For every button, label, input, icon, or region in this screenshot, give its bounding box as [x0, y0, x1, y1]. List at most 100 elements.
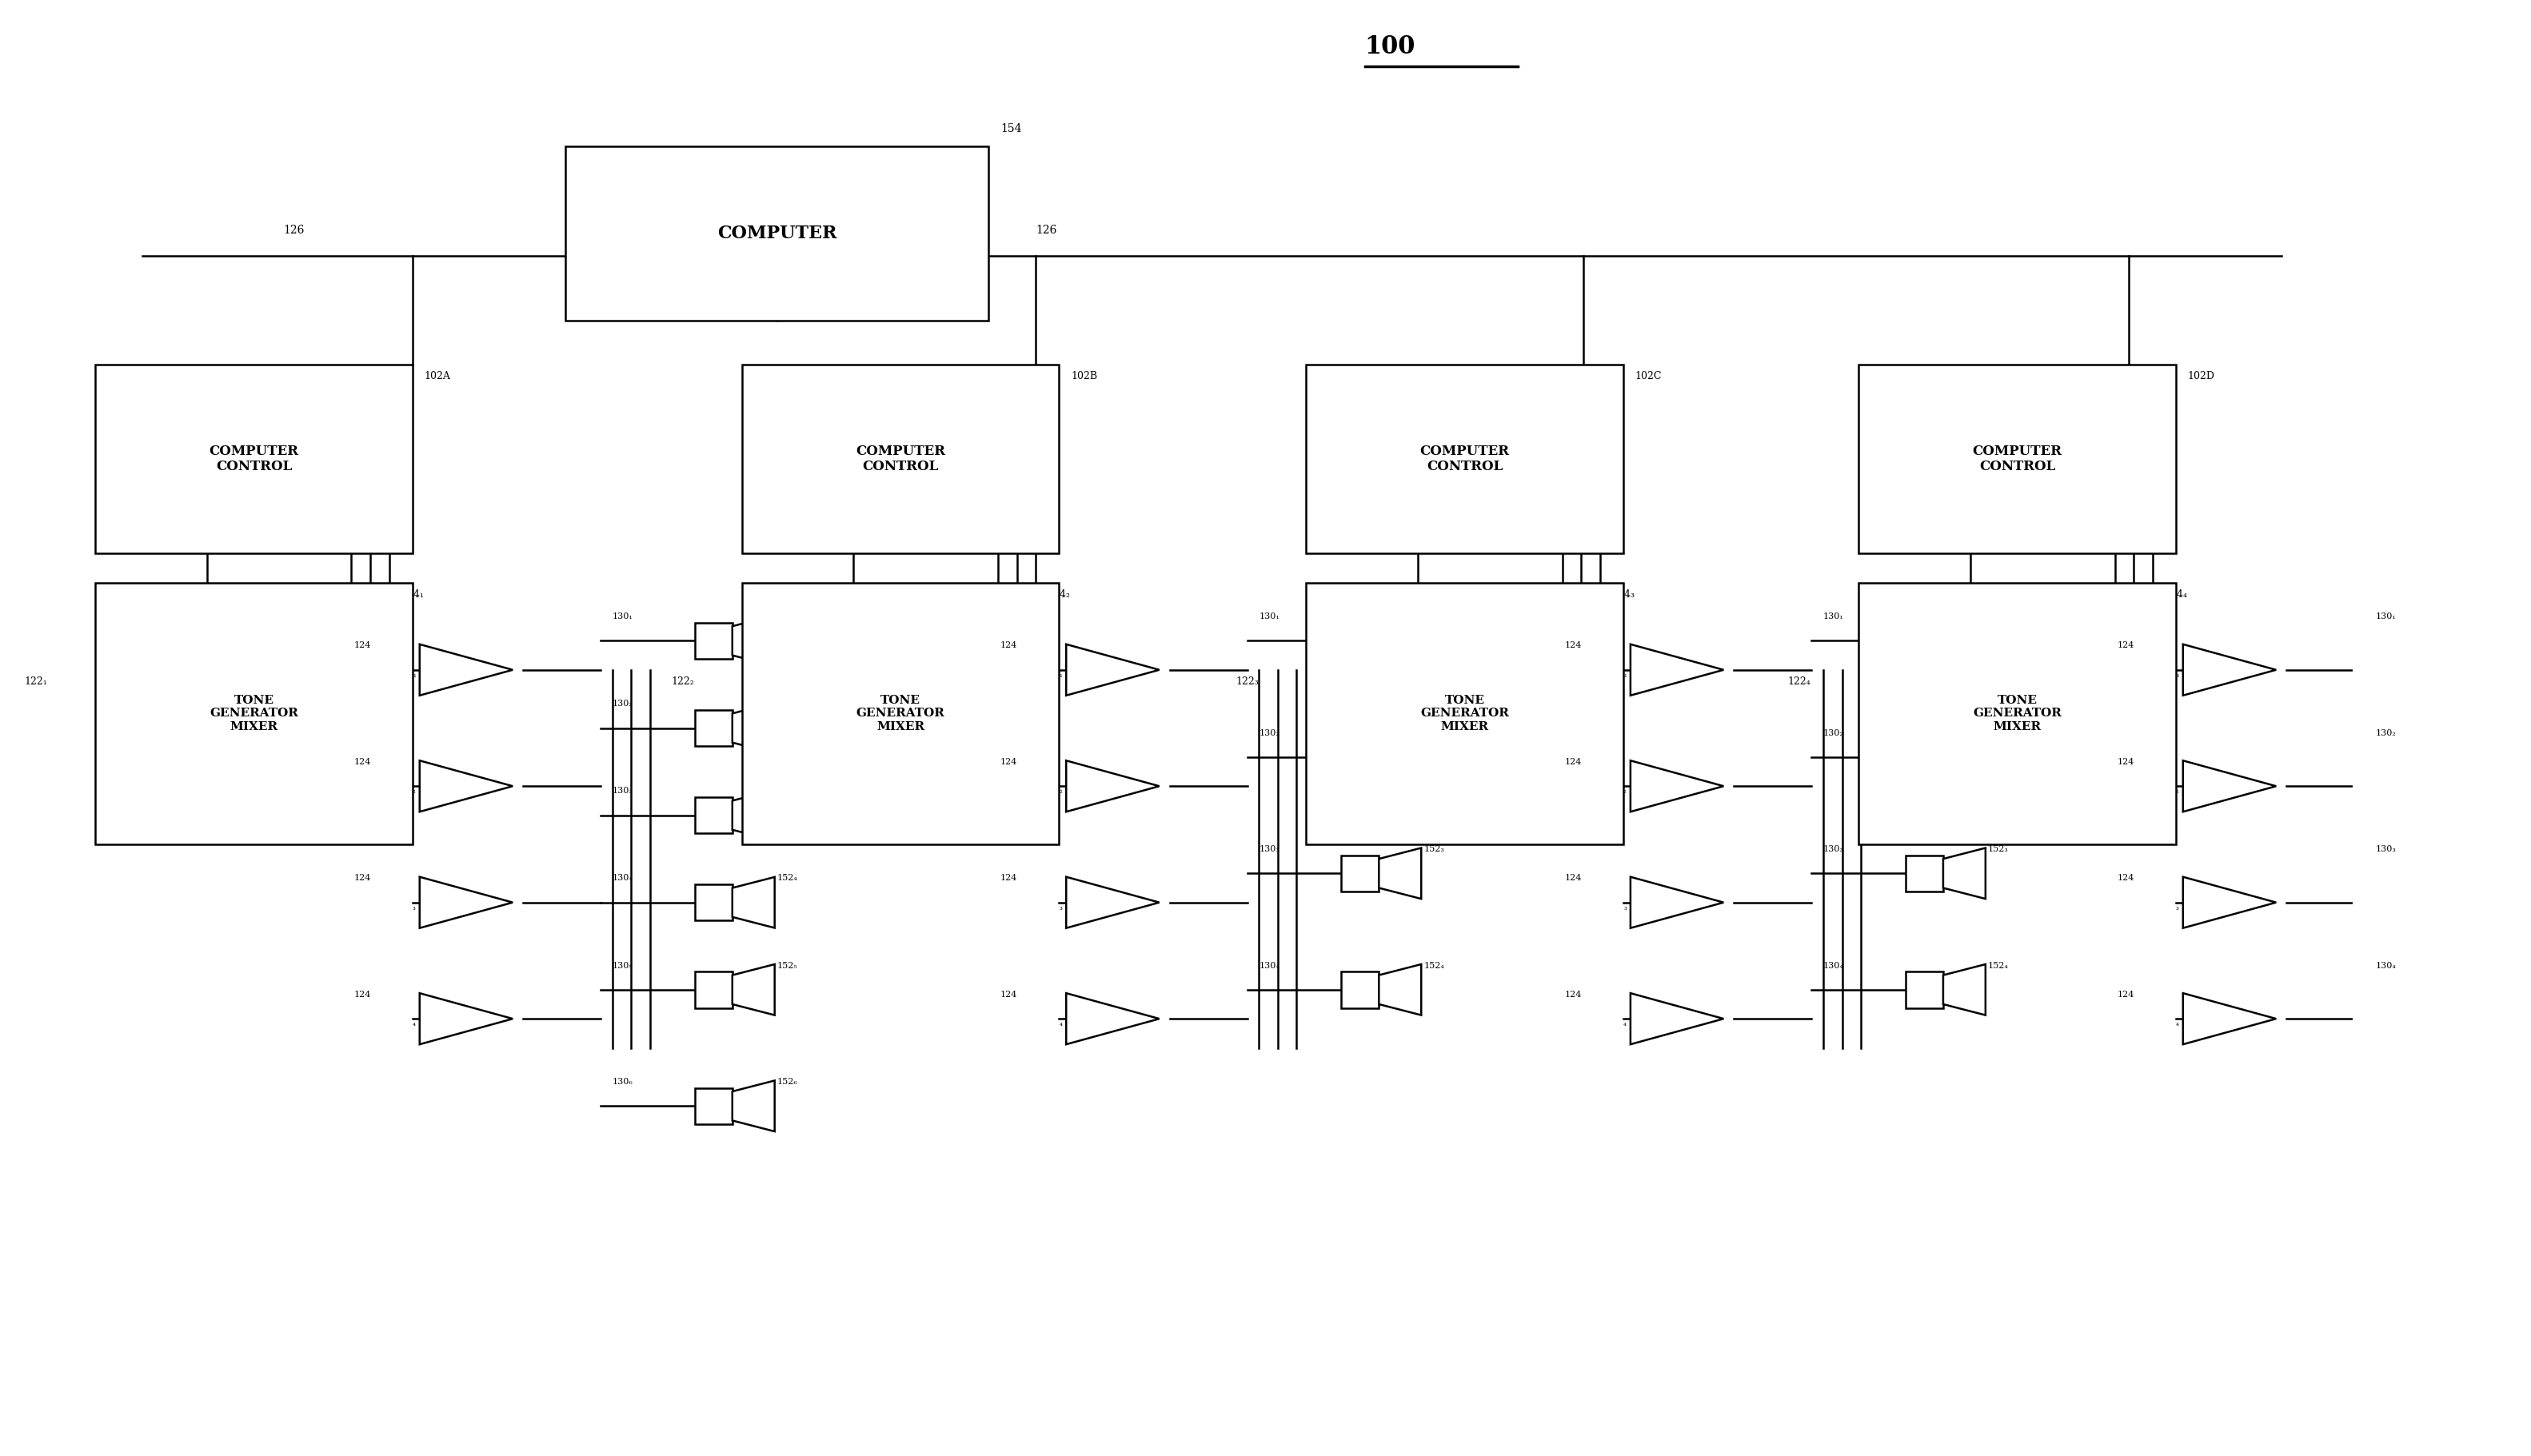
FancyBboxPatch shape	[1858, 582, 2177, 844]
Text: TONE
GENERATOR
MIXER: TONE GENERATOR MIXER	[210, 695, 299, 732]
Text: ₄: ₄	[1058, 1021, 1063, 1028]
Bar	[2458, 623, 2496, 660]
Polygon shape	[2496, 847, 2531, 898]
Text: 152₄: 152₄	[777, 874, 797, 882]
Text: ₁: ₁	[1058, 671, 1063, 678]
Text: 104₃: 104₃	[1612, 590, 1635, 600]
Text: 102A: 102A	[425, 371, 451, 381]
Text: 130₂: 130₂	[613, 700, 633, 708]
Text: 130₃: 130₃	[613, 788, 633, 795]
Text: 130₄: 130₄	[1258, 961, 1281, 970]
Text: 104₁: 104₁	[400, 590, 425, 600]
Text: ₄: ₄	[1622, 1021, 1627, 1028]
Text: ₂: ₂	[1622, 788, 1627, 795]
Polygon shape	[731, 789, 774, 840]
Bar	[1906, 623, 1944, 660]
Polygon shape	[1379, 964, 1422, 1015]
Text: 126: 126	[1035, 224, 1058, 236]
Text: 102D: 102D	[2187, 371, 2215, 381]
Text: COMPUTER
CONTROL: COMPUTER CONTROL	[210, 444, 299, 473]
Text: TONE
GENERATOR
MIXER: TONE GENERATOR MIXER	[1420, 695, 1508, 732]
Text: 124: 124	[1564, 759, 1582, 766]
Polygon shape	[1630, 877, 1724, 927]
Bar	[1906, 855, 1944, 891]
Bar	[1341, 855, 1379, 891]
Text: ₄: ₄	[413, 1021, 415, 1028]
Polygon shape	[1944, 847, 1984, 898]
Polygon shape	[1379, 731, 1422, 782]
Text: ₄: ₄	[2177, 1021, 2179, 1028]
FancyBboxPatch shape	[742, 364, 1058, 553]
Polygon shape	[2184, 644, 2275, 696]
Polygon shape	[731, 703, 774, 753]
Text: 130₁: 130₁	[1258, 613, 1281, 620]
Bar	[2458, 855, 2496, 891]
Text: 130₄: 130₄	[2377, 961, 2397, 970]
Text: ₃: ₃	[1058, 904, 1063, 911]
Bar	[2458, 738, 2496, 775]
Text: 124: 124	[354, 990, 372, 999]
Text: 128: 128	[1572, 633, 1592, 644]
Polygon shape	[731, 1080, 774, 1131]
Text: 130₃: 130₃	[1258, 844, 1281, 853]
Polygon shape	[1066, 993, 1159, 1044]
Polygon shape	[731, 964, 774, 1015]
Polygon shape	[1630, 644, 1724, 696]
Text: 122₁: 122₁	[25, 677, 48, 687]
Text: COMPUTER
CONTROL: COMPUTER CONTROL	[1972, 444, 2063, 473]
Text: 124: 124	[1564, 990, 1582, 999]
FancyBboxPatch shape	[742, 582, 1058, 844]
Text: 124: 124	[2116, 990, 2134, 999]
Text: 152₄: 152₄	[1987, 961, 2010, 970]
Polygon shape	[2184, 993, 2275, 1044]
Text: 124: 124	[354, 874, 372, 882]
Bar	[1341, 971, 1379, 1008]
Text: 130₅: 130₅	[613, 961, 633, 970]
Polygon shape	[1944, 964, 1984, 1015]
Bar	[693, 971, 731, 1008]
Text: 124: 124	[1000, 759, 1017, 766]
Bar	[2458, 971, 2496, 1008]
Bar	[693, 711, 731, 745]
Text: 102C: 102C	[1635, 371, 1663, 381]
Text: 124: 124	[1000, 990, 1017, 999]
Text: 130₃: 130₃	[2377, 844, 2397, 853]
Text: COMPUTER
CONTROL: COMPUTER CONTROL	[855, 444, 944, 473]
Polygon shape	[1630, 760, 1724, 812]
Text: 126: 126	[283, 224, 304, 236]
Text: 124: 124	[2116, 874, 2134, 882]
Text: 104₄: 104₄	[2164, 590, 2187, 600]
Text: 130₃: 130₃	[1822, 844, 1845, 853]
Bar	[1906, 738, 1944, 775]
Text: 130₆: 130₆	[613, 1077, 633, 1086]
Polygon shape	[420, 993, 514, 1044]
Text: 122₃: 122₃	[1235, 677, 1258, 687]
Polygon shape	[1379, 847, 1422, 898]
Text: ₂: ₂	[2177, 788, 2179, 795]
Bar	[1341, 738, 1379, 775]
Polygon shape	[2496, 964, 2531, 1015]
Text: 152₃: 152₃	[1987, 844, 2010, 853]
Polygon shape	[1066, 760, 1159, 812]
Text: TONE
GENERATOR
MIXER: TONE GENERATOR MIXER	[855, 695, 944, 732]
Text: 130₁: 130₁	[1822, 613, 1845, 620]
Text: 130₁: 130₁	[613, 613, 633, 620]
Text: 128: 128	[362, 633, 380, 644]
Text: 124: 124	[1000, 642, 1017, 649]
Polygon shape	[2496, 731, 2531, 782]
Text: 124: 124	[1000, 874, 1017, 882]
Text: 152₂: 152₂	[1987, 729, 2010, 737]
Bar	[693, 796, 731, 833]
Text: 152₁: 152₁	[1422, 613, 1445, 620]
Text: 152₄: 152₄	[1422, 961, 1445, 970]
Polygon shape	[420, 644, 514, 696]
Text: 124: 124	[354, 642, 372, 649]
Text: 130₂: 130₂	[1258, 729, 1281, 737]
Text: ₃: ₃	[2177, 904, 2179, 911]
Text: 130₄: 130₄	[613, 874, 633, 882]
FancyBboxPatch shape	[96, 582, 413, 844]
Text: 152₃: 152₃	[1422, 844, 1445, 853]
Polygon shape	[2496, 616, 2531, 667]
Text: ₁: ₁	[2177, 671, 2179, 678]
FancyBboxPatch shape	[1306, 582, 1622, 844]
